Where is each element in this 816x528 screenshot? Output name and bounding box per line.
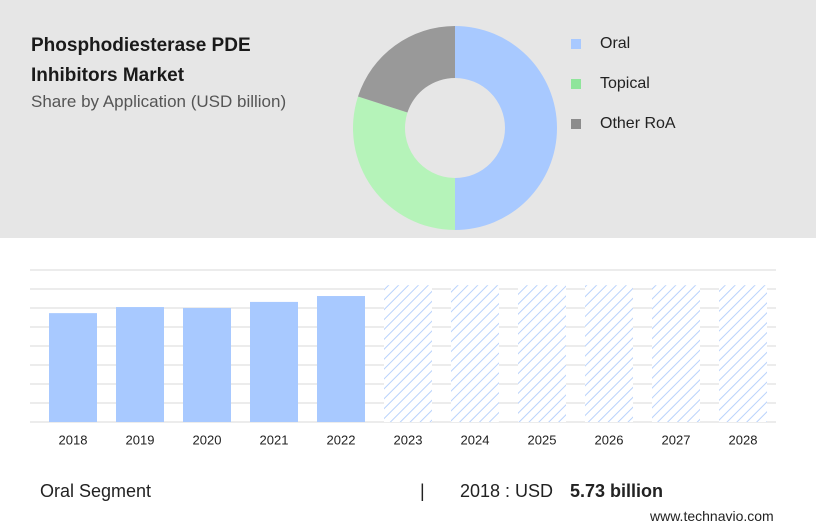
forecast-bar [585,285,633,422]
x-tick-label: 2024 [461,432,490,447]
value-label: 5.73 billion [570,481,664,501]
x-tick-label: 2020 [193,432,222,447]
donut-slice [455,26,557,230]
chart-title: Phosphodiesterase PDE Inhibitors Market [31,35,251,86]
legend-swatch [571,39,581,49]
forecast-bar [451,285,499,422]
x-tick-label: 2018 [59,432,88,447]
bar [317,296,365,422]
forecast-bar [384,285,432,422]
legend-label: Oral [600,35,630,52]
separator: | [420,481,425,501]
chart-subtitle: Share by Application (USD billion) [31,92,287,111]
x-tick-label: 2019 [126,432,155,447]
bar [250,301,298,422]
donut-slice [357,26,455,113]
x-tick-label: 2021 [260,432,289,447]
x-tick-label: 2028 [729,432,758,447]
year-label: 2018 : USD [460,481,554,501]
legend-label: Topical [600,75,650,92]
x-tick-label: 2026 [595,432,624,447]
bar [49,313,97,422]
source: www.technavio.com [650,508,774,524]
forecast-bar [518,285,566,422]
x-tick-label: 2022 [327,432,356,447]
forecast-bar [652,285,700,422]
forecast-bar [719,285,767,422]
segment-label: Oral Segment [40,481,152,501]
x-tick-label: 2027 [662,432,691,447]
bar [116,307,164,422]
legend-swatch [571,119,581,129]
x-tick-label: 2025 [528,432,557,447]
donut-slice [353,96,455,230]
legend-swatch [571,79,581,89]
legend-label: Other RoA [600,115,676,132]
x-tick-label: 2023 [394,432,423,447]
bar [183,308,231,422]
